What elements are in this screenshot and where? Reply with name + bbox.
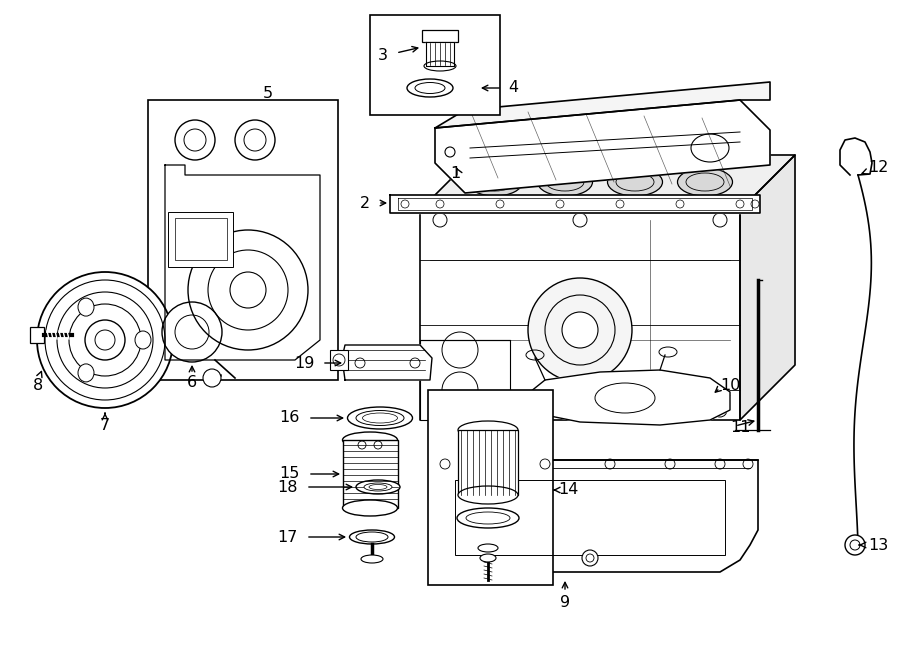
Text: 19: 19 [294,356,315,371]
Ellipse shape [478,544,498,552]
Polygon shape [420,155,795,210]
Ellipse shape [457,508,519,528]
Text: 16: 16 [280,410,300,426]
Text: 14: 14 [558,483,579,498]
Text: 7: 7 [100,418,110,433]
Ellipse shape [369,485,387,490]
Text: 5: 5 [263,85,273,100]
Ellipse shape [78,298,94,316]
Text: 18: 18 [277,479,298,494]
Bar [428,390,553,585]
Text: 11: 11 [730,420,751,436]
Text: 13: 13 [868,537,888,553]
Polygon shape [435,100,770,193]
Polygon shape [740,155,795,420]
Polygon shape [30,327,44,343]
Text: 6: 6 [187,375,197,390]
Text: 3: 3 [378,48,388,63]
Text: 15: 15 [280,467,300,481]
Circle shape [713,403,727,417]
Ellipse shape [415,83,445,93]
Text: 2: 2 [360,196,370,210]
Polygon shape [342,345,432,380]
Bar [458,430,518,495]
Polygon shape [520,370,730,425]
Circle shape [235,120,275,160]
Text: 1: 1 [450,165,460,180]
Circle shape [713,213,727,227]
Circle shape [433,403,447,417]
Ellipse shape [363,413,398,423]
Circle shape [582,550,598,566]
Polygon shape [430,460,758,572]
Ellipse shape [356,480,400,494]
Bar [330,350,348,370]
Circle shape [528,278,632,382]
Polygon shape [165,165,320,360]
Bar [343,440,398,508]
Circle shape [573,213,587,227]
Text: 12: 12 [868,161,888,176]
Bar [168,212,233,267]
Ellipse shape [480,554,496,562]
Text: 8: 8 [33,378,43,393]
Circle shape [162,302,222,362]
Ellipse shape [678,168,733,196]
Ellipse shape [467,168,523,196]
Circle shape [433,213,447,227]
Ellipse shape [458,486,518,504]
Ellipse shape [349,530,394,544]
Bar [370,15,500,115]
Text: 4: 4 [508,81,518,95]
Circle shape [175,120,215,160]
Polygon shape [426,42,454,66]
Ellipse shape [343,432,398,448]
Ellipse shape [356,410,404,426]
Ellipse shape [466,512,510,524]
Circle shape [203,369,221,387]
Ellipse shape [343,500,398,516]
Ellipse shape [407,79,453,97]
Polygon shape [435,82,770,128]
Text: 9: 9 [560,595,570,610]
Circle shape [562,312,598,348]
Bar [455,480,725,555]
Text: 10: 10 [720,377,741,393]
Ellipse shape [135,331,151,349]
Circle shape [845,535,865,555]
Polygon shape [420,210,740,420]
Ellipse shape [364,483,392,491]
Ellipse shape [347,407,412,429]
Ellipse shape [424,61,456,71]
Ellipse shape [608,168,662,196]
Circle shape [37,272,173,408]
Circle shape [573,403,587,417]
Bar [422,30,458,42]
Circle shape [85,320,125,360]
Ellipse shape [537,168,592,196]
Circle shape [230,272,266,308]
Ellipse shape [361,555,383,563]
Bar [148,100,338,380]
Ellipse shape [458,421,518,439]
Text: 17: 17 [277,529,298,545]
Polygon shape [390,195,760,213]
Bar [175,218,227,260]
Ellipse shape [356,532,388,542]
Bar [420,340,510,420]
Circle shape [445,147,455,157]
Ellipse shape [78,364,94,382]
